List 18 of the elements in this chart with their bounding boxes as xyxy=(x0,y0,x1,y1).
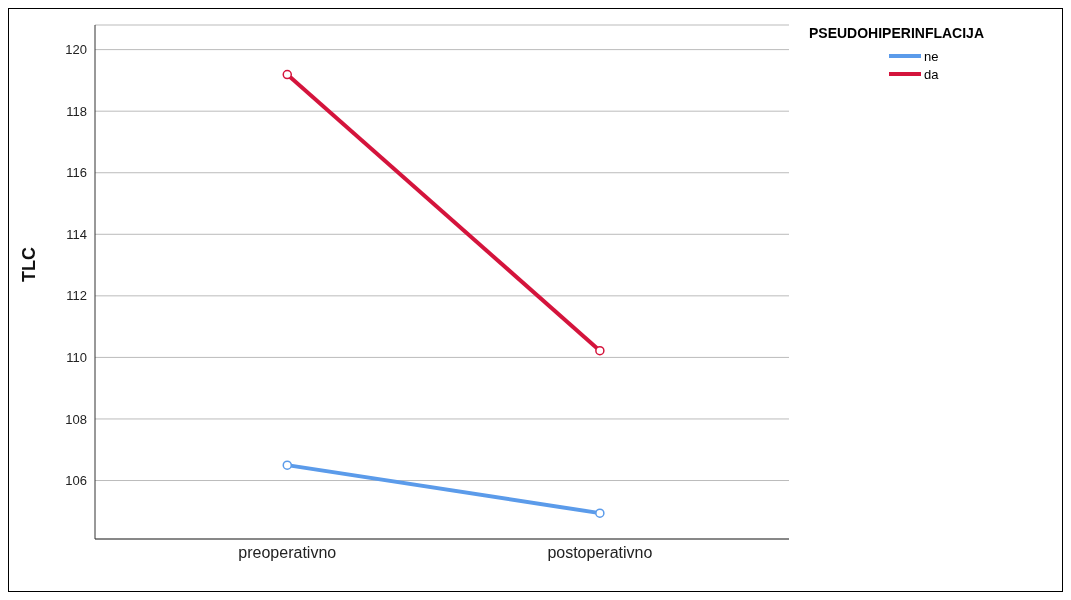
legend-label: da xyxy=(924,66,939,82)
y-tick-label: 120 xyxy=(65,42,87,58)
point xyxy=(282,69,293,80)
point xyxy=(282,460,293,470)
y-tick-label: 114 xyxy=(66,226,87,242)
x-tick-label: preoperativno xyxy=(238,544,337,562)
point xyxy=(595,345,605,356)
y-tick-label: 106 xyxy=(65,473,87,489)
legend-title: PSEUDOHIPERINFLACIJA xyxy=(809,25,986,41)
point xyxy=(595,508,605,518)
y-tick-label: 118 xyxy=(66,103,87,119)
y-tick-label: 112 xyxy=(66,288,87,304)
x-tick-label: postoperativno xyxy=(547,544,653,562)
y-tick-label: 110 xyxy=(66,350,87,366)
y-tick-label: 108 xyxy=(65,411,87,427)
legend-label: ne xyxy=(924,48,939,64)
y-axis-title: TLC xyxy=(19,247,40,282)
y-tick-label: 116 xyxy=(66,165,87,181)
